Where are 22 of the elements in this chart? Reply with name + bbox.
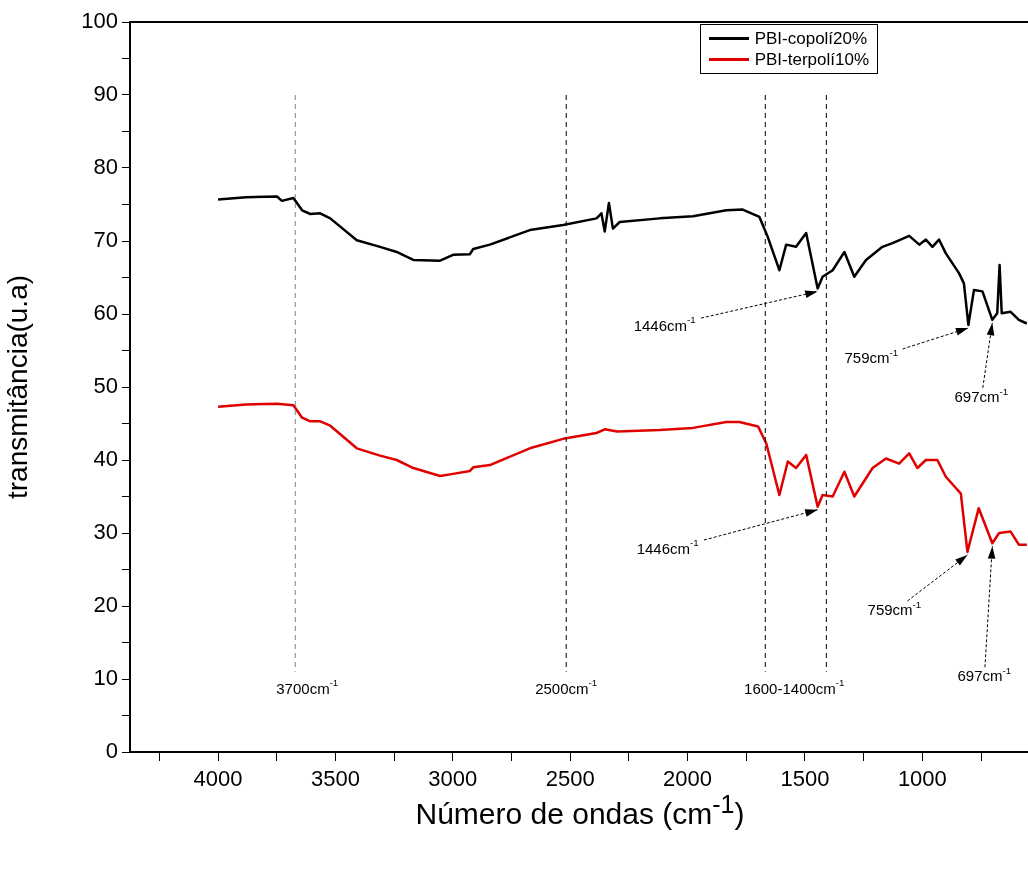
y-tick-label: 20 bbox=[93, 592, 118, 618]
y-tick-label: 60 bbox=[93, 300, 118, 326]
y-tick-label: 10 bbox=[93, 665, 118, 691]
x-tick-label: 2500 bbox=[545, 766, 595, 792]
y-tick-label: 40 bbox=[93, 446, 118, 472]
y-tick-label: 90 bbox=[93, 81, 118, 107]
y-axis-title: transmitância(u.a) bbox=[1, 274, 33, 500]
x-tick-label: 2000 bbox=[663, 766, 713, 792]
y-tick-label: 0 bbox=[105, 738, 118, 764]
x-tick-label: 1500 bbox=[780, 766, 830, 792]
x-tick-label: 3000 bbox=[428, 766, 478, 792]
y-tick-label: 30 bbox=[93, 519, 118, 545]
y-tick-label: 80 bbox=[93, 154, 118, 180]
x-tick-label: 1000 bbox=[897, 766, 947, 792]
x-tick-label: 3500 bbox=[310, 766, 360, 792]
x-axis-title: Número de ondas (cm$^{-1}$) bbox=[414, 790, 746, 831]
y-tick-label: 70 bbox=[93, 227, 118, 253]
x-tick-label: 4000 bbox=[193, 766, 243, 792]
y-tick-label: 100 bbox=[81, 8, 118, 34]
y-tick-label: 50 bbox=[93, 373, 118, 399]
legend-label: PBI-copolí20% bbox=[754, 28, 868, 49]
legend-label: PBI-terpolí10% bbox=[754, 49, 869, 70]
